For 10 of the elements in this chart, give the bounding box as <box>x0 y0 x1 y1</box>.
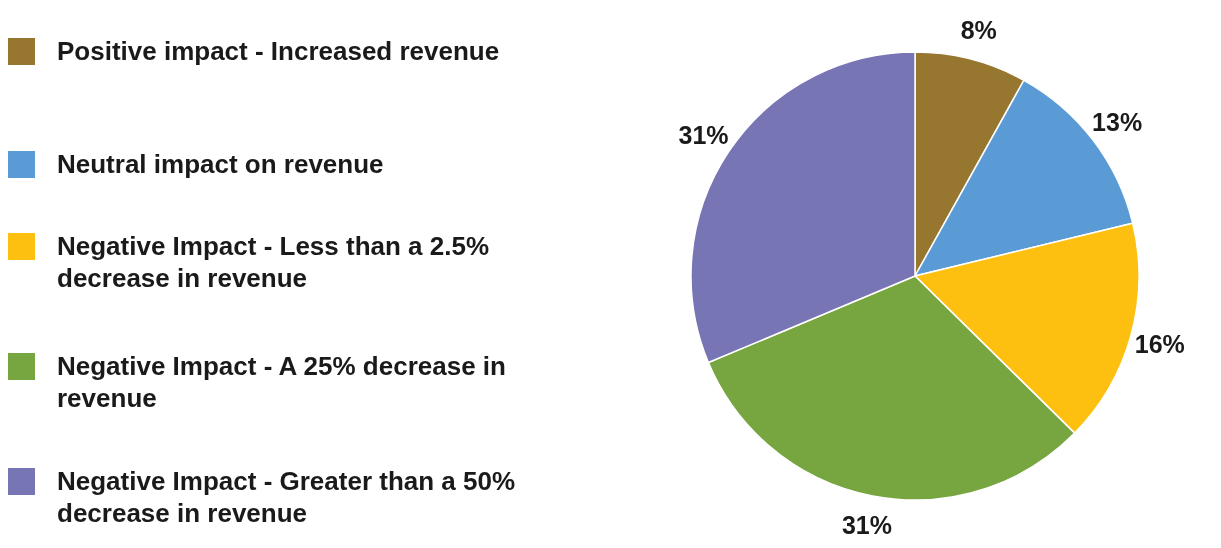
legend-label: Neutral impact on revenue <box>57 149 384 179</box>
data-label: 13% <box>1092 108 1143 137</box>
data-label: 31% <box>678 121 729 150</box>
legend-label: Negative Impact - A 25% decrease in revenue <box>57 351 506 413</box>
data-label: 8% <box>960 16 997 45</box>
legend-label: Positive impact - Increased revenue <box>57 36 500 66</box>
data-label: 31% <box>841 511 892 540</box>
legend-label: Negative Impact - Greater than a 50% decrease in revenue <box>57 466 516 528</box>
legend-label: Negative Impact - Less than a 2.5% decrease in revenue <box>57 231 490 293</box>
data-label: 16% <box>1134 329 1185 358</box>
